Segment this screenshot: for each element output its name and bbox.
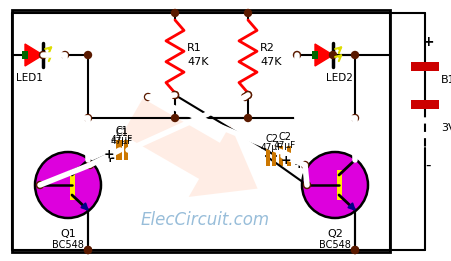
Text: C1: C1 — [115, 126, 129, 136]
Bar — [12, 10, 390, 252]
Text: R1: R1 — [187, 43, 202, 53]
Text: -: - — [425, 157, 431, 173]
Polygon shape — [315, 44, 333, 66]
Text: R2: R2 — [260, 43, 275, 53]
Circle shape — [244, 92, 252, 98]
Text: +: + — [422, 35, 434, 49]
Circle shape — [61, 51, 69, 58]
Circle shape — [244, 115, 252, 122]
Text: 47μF: 47μF — [274, 141, 296, 150]
Text: 47μF: 47μF — [111, 135, 133, 144]
Bar — [116, 140, 120, 160]
Text: +: + — [105, 151, 115, 164]
Bar — [70, 170, 75, 200]
Text: 3V: 3V — [441, 123, 451, 133]
Text: C2: C2 — [266, 134, 279, 144]
Circle shape — [351, 51, 359, 58]
Text: C2: C2 — [279, 132, 291, 142]
Circle shape — [302, 162, 308, 169]
Text: +: + — [281, 154, 291, 167]
Bar — [411, 62, 439, 71]
Circle shape — [351, 246, 359, 253]
Circle shape — [40, 51, 46, 58]
Circle shape — [144, 93, 152, 100]
Text: B1: B1 — [441, 75, 451, 85]
Text: 47K: 47K — [187, 57, 208, 67]
Circle shape — [294, 51, 300, 58]
Text: ElecCircuit.com: ElecCircuit.com — [140, 211, 270, 229]
Circle shape — [244, 9, 252, 16]
Circle shape — [84, 246, 92, 253]
Text: 47K: 47K — [260, 57, 281, 67]
Bar — [287, 146, 291, 166]
Circle shape — [84, 246, 92, 253]
Text: BC548: BC548 — [319, 240, 351, 250]
Text: +: + — [294, 157, 304, 170]
Circle shape — [330, 51, 336, 58]
Circle shape — [304, 181, 310, 188]
Bar — [337, 170, 342, 200]
Circle shape — [171, 92, 179, 98]
Circle shape — [241, 93, 249, 100]
Text: BC548: BC548 — [52, 240, 84, 250]
Circle shape — [244, 92, 252, 98]
Bar — [118, 140, 122, 160]
FancyArrowPatch shape — [122, 98, 258, 197]
Bar — [124, 140, 128, 160]
Text: C1: C1 — [115, 128, 129, 138]
Text: +: + — [104, 148, 114, 161]
Circle shape — [171, 9, 179, 16]
Text: LED2: LED2 — [326, 73, 352, 83]
Circle shape — [171, 92, 179, 98]
Circle shape — [351, 246, 359, 253]
Text: 47μF: 47μF — [261, 143, 283, 152]
Bar — [279, 146, 283, 166]
Text: Q2: Q2 — [327, 229, 343, 239]
Circle shape — [35, 152, 101, 218]
Circle shape — [87, 162, 93, 169]
Bar — [411, 100, 439, 109]
Circle shape — [351, 115, 359, 122]
Text: Q1: Q1 — [60, 229, 76, 239]
Text: 47μF: 47μF — [111, 137, 133, 146]
Bar — [124, 140, 128, 160]
Bar — [22, 51, 28, 59]
Circle shape — [171, 115, 179, 122]
Circle shape — [37, 181, 43, 188]
Bar — [312, 51, 318, 59]
Circle shape — [84, 51, 92, 58]
Bar — [272, 146, 276, 166]
Polygon shape — [25, 44, 43, 66]
Circle shape — [84, 115, 92, 122]
Circle shape — [302, 152, 368, 218]
Text: LED1: LED1 — [16, 73, 42, 83]
Bar — [266, 146, 270, 166]
